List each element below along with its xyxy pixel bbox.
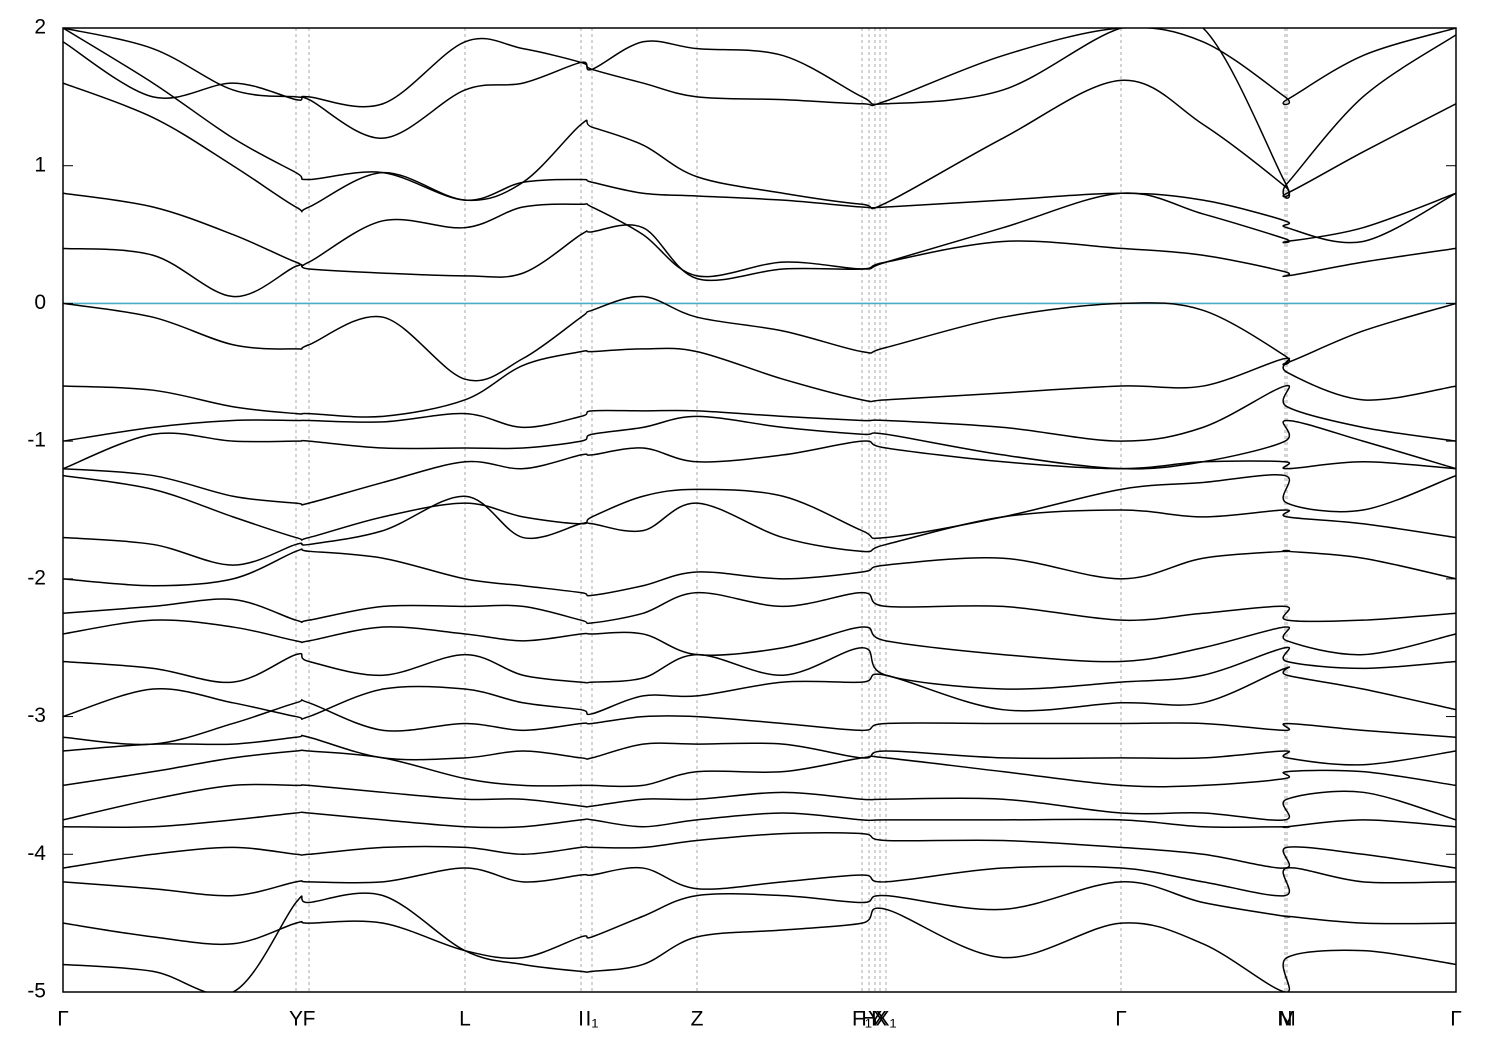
- band-line: [63, 347, 1456, 418]
- x-tick-label: X₁: [875, 1008, 896, 1031]
- band-line: [63, 892, 1456, 992]
- band-line: [63, 79, 1456, 213]
- x-tick-label: N: [1277, 1008, 1292, 1031]
- x-tick-label: F₁: [852, 1008, 872, 1031]
- band-line: [63, 734, 1456, 766]
- x-tick-label: M: [1278, 1008, 1296, 1031]
- band-line: [63, 415, 1456, 470]
- band-line: [63, 865, 1456, 897]
- band-line: [63, 881, 1456, 960]
- bands: [63, 28, 1456, 992]
- band-line: [63, 495, 1456, 566]
- band-line: [63, 591, 1456, 625]
- y-tick-label: 1: [34, 153, 46, 176]
- band-line: [63, 811, 1456, 829]
- x-tick-label: Γ: [1115, 1008, 1127, 1031]
- y-tick-label: -4: [27, 842, 46, 865]
- band-line: [63, 295, 1456, 382]
- band-line: [63, 832, 1456, 869]
- y-tick-label: -3: [27, 704, 46, 727]
- band-line: [63, 28, 1456, 244]
- x-tick-label: L: [459, 1008, 471, 1031]
- band-line: [63, 384, 1456, 442]
- y-tick-label: 0: [34, 291, 46, 314]
- x-tick-label: Y: [868, 1008, 882, 1031]
- x-tick-label: F: [303, 1008, 316, 1031]
- band-line: [63, 28, 1456, 199]
- plot-frame: [62, 27, 1457, 993]
- band-line: [63, 473, 1456, 541]
- x-tick-label: I: [578, 1008, 584, 1031]
- x-tick-label: Γ: [1450, 1008, 1462, 1031]
- x-tick-label: Z: [691, 1008, 704, 1031]
- band-line: [63, 699, 1456, 746]
- y-tick-label: -1: [27, 429, 46, 452]
- band-line: [63, 666, 1456, 720]
- band-line: [63, 224, 1456, 298]
- x-tick-label: I₁: [586, 1008, 599, 1031]
- x-tick-label: Y: [289, 1008, 303, 1031]
- x-tick-label: Γ: [57, 1008, 69, 1031]
- x-tick-label: X: [873, 1008, 887, 1031]
- band-line: [63, 548, 1456, 597]
- band-line: [63, 783, 1456, 822]
- y-tick-label: 2: [34, 16, 46, 39]
- y-tick-label: -2: [27, 566, 46, 589]
- y-tick-label: -5: [27, 980, 46, 1003]
- band-line: [63, 646, 1456, 690]
- band-line: [63, 440, 1456, 506]
- x-tick-label: H: [861, 1008, 876, 1031]
- band-line: [63, 749, 1456, 788]
